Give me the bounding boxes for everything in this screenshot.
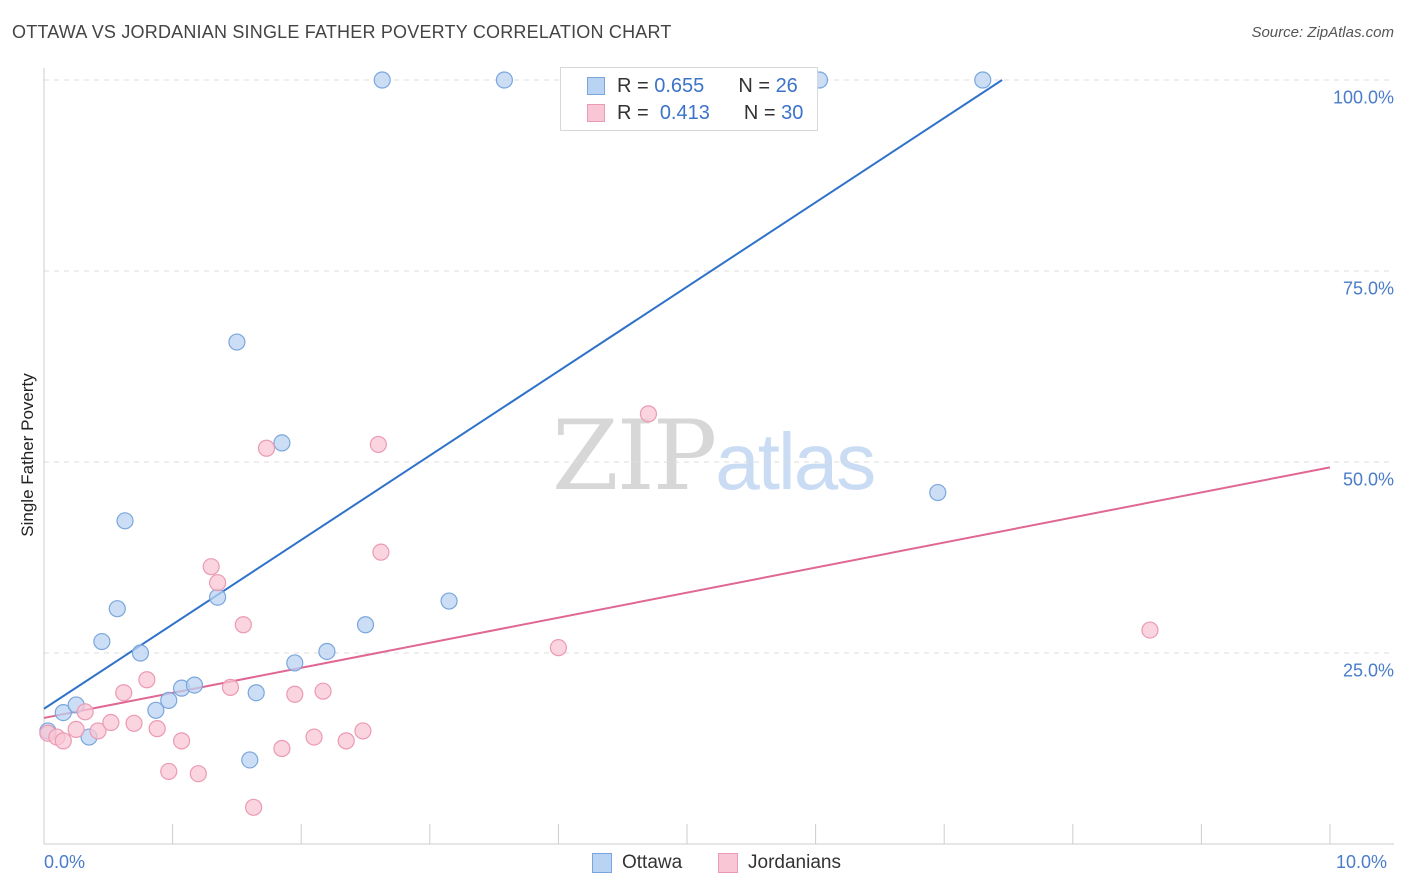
- point-jordanians: [273, 739, 291, 758]
- point-ottawa: [241, 751, 259, 769]
- point-jordanians: [549, 639, 568, 657]
- point-ottawa: [373, 71, 391, 89]
- point-ottawa: [495, 71, 513, 89]
- legend-swatch-ottawa: [587, 77, 605, 95]
- point-ottawa: [93, 632, 111, 651]
- x-tick-label-max: 10.0%: [1336, 852, 1388, 872]
- legend-label-jordanians: Jordanians: [748, 852, 841, 873]
- correlation-legend: R = 0.655 N = 26 R = 0.413 N = 30: [560, 67, 818, 131]
- legend-n-value: 26: [775, 74, 798, 97]
- legend-r-value: 0.413: [659, 101, 710, 124]
- legend-swatch-ottawa: [592, 853, 612, 873]
- point-jordanians: [305, 728, 323, 746]
- point-jordanians: [67, 720, 85, 739]
- point-jordanians: [148, 720, 166, 738]
- point-jordanians: [354, 722, 372, 740]
- data-points: [39, 71, 1159, 816]
- legend-item-ottawa[interactable]: Ottawa: [592, 852, 682, 874]
- legend-swatch-jordanians: [718, 853, 738, 873]
- y-tick-label: 100.0%: [1332, 87, 1394, 108]
- legend-item-jordanians[interactable]: Jordanians: [718, 852, 841, 874]
- point-ottawa: [286, 654, 304, 672]
- legend-r-label: R =: [617, 101, 649, 124]
- point-jordanians: [372, 543, 390, 561]
- point-jordanians: [314, 682, 332, 700]
- point-jordanians: [369, 435, 387, 454]
- trend-line-ottawa: [43, 79, 1003, 710]
- point-jordanians: [286, 685, 304, 703]
- point-jordanians: [639, 405, 658, 423]
- point-jordanians: [54, 732, 72, 750]
- legend-label-ottawa: Ottawa: [622, 852, 683, 873]
- point-ottawa: [356, 616, 375, 634]
- trend-line-jordanians: [43, 466, 1331, 719]
- point-jordanians: [76, 703, 94, 721]
- point-jordanians: [189, 765, 207, 783]
- point-jordanians: [1141, 621, 1159, 639]
- legend-n-label: N =: [743, 101, 776, 124]
- point-jordanians: [202, 558, 220, 576]
- point-ottawa: [929, 483, 947, 502]
- source-label: Source: ZipAtlas.com: [1251, 24, 1394, 41]
- legend-n-label: N =: [738, 74, 770, 97]
- point-jordanians: [337, 732, 355, 750]
- trend-lines: [43, 79, 1331, 719]
- point-jordanians: [89, 722, 107, 740]
- point-jordanians: [173, 732, 191, 750]
- point-jordanians: [138, 671, 156, 689]
- point-ottawa: [131, 644, 150, 662]
- point-ottawa: [108, 600, 126, 618]
- series-legend: Ottawa Jordanians: [0, 852, 1406, 878]
- point-jordanians: [234, 616, 252, 634]
- point-ottawa: [54, 703, 72, 722]
- legend-r-label: R =: [617, 74, 649, 97]
- legend-row-ottawa: R = 0.655 N = 26: [587, 73, 798, 99]
- point-ottawa: [974, 71, 992, 89]
- point-ottawa: [318, 642, 336, 661]
- legend-n-value: 30: [781, 101, 804, 124]
- point-jordanians: [160, 762, 178, 781]
- point-jordanians: [209, 574, 227, 592]
- point-ottawa: [440, 592, 458, 610]
- point-jordanians: [102, 713, 120, 732]
- watermark: ZIPatlas: [552, 400, 876, 512]
- point-jordanians: [245, 798, 263, 816]
- watermark-zip: ZIP: [552, 400, 717, 512]
- point-jordanians: [221, 678, 240, 696]
- legend-swatch-jordanians: [587, 104, 605, 122]
- point-ottawa: [228, 333, 246, 351]
- y-tick-label: 75.0%: [1342, 278, 1394, 299]
- point-ottawa: [116, 512, 134, 530]
- chart-title: OTTAWA VS JORDANIAN SINGLE FATHER POVERT…: [12, 22, 672, 42]
- point-ottawa: [273, 434, 291, 452]
- y-tick-label: 50.0%: [1342, 469, 1394, 490]
- point-jordanians: [257, 439, 276, 457]
- legend-row-jordanians: R = 0.413 N = 30: [587, 100, 803, 126]
- legend-r-value: 0.655: [654, 74, 705, 97]
- axes: [43, 68, 1394, 845]
- point-ottawa: [160, 691, 178, 709]
- point-jordanians: [125, 714, 143, 732]
- point-ottawa: [185, 676, 204, 694]
- gridlines: [44, 79, 1394, 654]
- point-ottawa: [209, 588, 227, 606]
- point-ottawa: [147, 701, 165, 719]
- point-ottawa: [247, 684, 265, 702]
- x-tick-label-min: 0.0%: [44, 852, 86, 872]
- y-tick-label: 25.0%: [1342, 660, 1394, 681]
- point-jordanians: [115, 684, 133, 702]
